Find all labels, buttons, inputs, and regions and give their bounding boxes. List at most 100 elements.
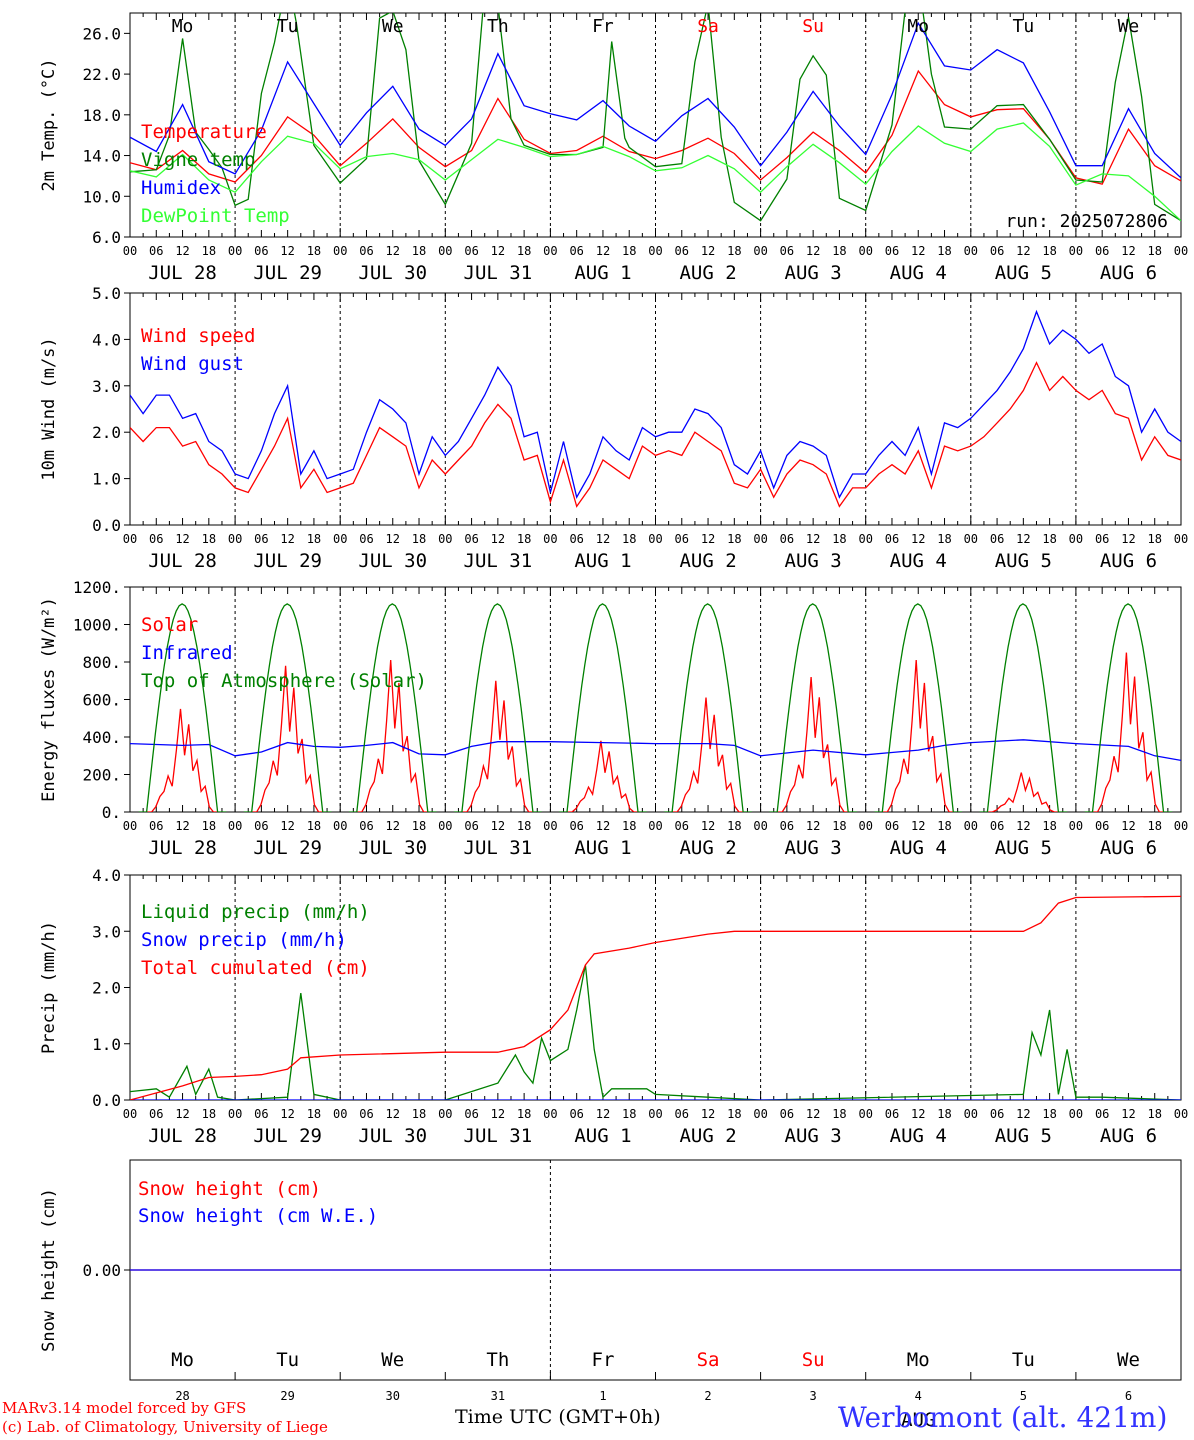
hour-tick-label: 18: [937, 532, 951, 546]
panel-2: 00 06 12 18 JUL 28 00 06 12 18 JUL 29 00 06 12 18 JUL …: [39, 284, 1188, 572]
hour-tick-label: 00: [648, 819, 662, 833]
date-label: AUG 5: [995, 837, 1052, 859]
hour-tick-label: 12: [491, 244, 505, 258]
y-tick-label: 600.: [82, 691, 121, 710]
series-solar: [883, 660, 954, 812]
hour-tick-label: 18: [622, 1107, 636, 1121]
hour-tick-label: 12: [911, 1107, 925, 1121]
hour-tick-label: 00: [543, 244, 557, 258]
y-tick-label: 4.0: [92, 330, 121, 349]
hour-tick-label: 00: [858, 532, 872, 546]
weekday-label: Tu: [1012, 1349, 1035, 1371]
date-label: JUL 29: [253, 1125, 322, 1147]
series-solar: [778, 676, 849, 812]
model-credit: MARv3.14 model forced by GFS: [2, 1399, 247, 1417]
hour-tick-label: 06: [464, 819, 478, 833]
y-tick-label: 14.0: [82, 147, 121, 166]
y-tick-label: 5.0: [92, 284, 121, 303]
hour-tick-label: 06: [675, 532, 689, 546]
date-label: JUL 28: [148, 550, 217, 572]
series-top-of-atmosphere-solar: [769, 603, 857, 812]
hour-tick-label: 00: [123, 244, 137, 258]
date-label: JUL 31: [464, 262, 533, 284]
hour-tick-label: 06: [359, 532, 373, 546]
series-solar: [988, 772, 1059, 812]
legend-entry: Total cumulated (cm): [141, 957, 370, 979]
date-label: JUL 30: [358, 837, 427, 859]
weekday-label: Fr: [592, 16, 614, 37]
legend-entry: Snow precip (mm/h): [141, 929, 347, 951]
day-of-month-label: 1: [599, 1389, 606, 1403]
series-top-of-atmosphere-solar: [559, 603, 647, 812]
hour-tick-label: 06: [1095, 244, 1109, 258]
series-solar: [567, 740, 638, 812]
y-tick-label: 2.0: [92, 979, 121, 998]
date-label: JUL 31: [464, 550, 533, 572]
series-total-cumulated-cm: [130, 895, 1181, 1100]
panel-5: Mo 28 Tu 29 We 30 Th 31 Fr 1 Sa 2 Su 3 Mo 4 Tu 5 We 6 AUG 0.0…: [39, 1159, 1182, 1431]
date-label: AUG 6: [1100, 262, 1157, 284]
day-of-month-label: 3: [810, 1389, 817, 1403]
hour-tick-label: 12: [806, 1107, 820, 1121]
hour-tick-label: 00: [1069, 1107, 1083, 1121]
hour-tick-label: 00: [543, 532, 557, 546]
date-label: AUG 2: [679, 262, 736, 284]
series-top-of-atmosphere-solar: [979, 603, 1068, 812]
weekday-label: We: [1117, 1349, 1140, 1371]
hour-tick-label: 00: [1174, 1107, 1188, 1121]
series-top-of-atmosphere-solar: [349, 603, 437, 812]
y-tick-label: 800.: [82, 653, 121, 672]
legend-entry: Liquid precip (mm/h): [141, 901, 370, 923]
hour-tick-label: 06: [675, 244, 689, 258]
hour-tick-label: 06: [254, 819, 268, 833]
legend-entry: Top of Atmosphere (Solar): [141, 670, 427, 692]
date-label: AUG 3: [785, 262, 842, 284]
weekday-label: Tu: [277, 16, 299, 37]
hour-tick-label: 00: [333, 244, 347, 258]
station-title: Werbomont (alt. 421m): [838, 1401, 1168, 1434]
hour-tick-label: 18: [1147, 244, 1161, 258]
hour-tick-label: 06: [885, 819, 899, 833]
hour-tick-label: 18: [412, 244, 426, 258]
date-label: AUG 1: [574, 1125, 631, 1147]
weekday-label: We: [382, 16, 404, 37]
hour-tick-label: 12: [596, 532, 610, 546]
time-axis-label: Time UTC (GMT+0h): [455, 1406, 661, 1428]
hour-tick-label: 06: [464, 1107, 478, 1121]
hour-tick-label: 00: [648, 532, 662, 546]
hour-tick-label: 12: [701, 1107, 715, 1121]
hour-tick-label: 18: [622, 532, 636, 546]
weekday-label: Tu: [276, 1349, 299, 1371]
legend-entry: Infrared: [141, 642, 233, 664]
hour-tick-label: 00: [333, 532, 347, 546]
series-solar: [357, 660, 428, 812]
date-label: JUL 30: [358, 262, 427, 284]
date-label: AUG 1: [574, 262, 631, 284]
hour-tick-label: 18: [937, 244, 951, 258]
hour-tick-label: 12: [701, 532, 715, 546]
hour-tick-label: 12: [1121, 819, 1135, 833]
date-label: JUL 31: [464, 1125, 533, 1147]
day-of-month-label: 4: [915, 1389, 922, 1403]
series-top-of-atmosphere-solar: [243, 603, 332, 812]
weekday-label: Mo: [907, 1349, 930, 1371]
hour-tick-label: 00: [123, 532, 137, 546]
series-vigne-temp: [130, 13, 1181, 222]
y-tick-label: 200.: [82, 766, 121, 785]
legend-entry: Wind speed: [141, 325, 255, 347]
date-label: JUL 28: [148, 1125, 217, 1147]
series-top-of-atmosphere-solar: [138, 603, 227, 812]
date-label: AUG 1: [574, 550, 631, 572]
hour-tick-label: 00: [438, 532, 452, 546]
hour-tick-label: 00: [228, 819, 242, 833]
date-label: AUG 4: [890, 262, 947, 284]
series-top-of-atmosphere-solar: [454, 603, 542, 812]
hour-tick-label: 18: [937, 1107, 951, 1121]
y-tick-label: 2.0: [92, 423, 121, 442]
y-tick-label: 0.0: [92, 516, 121, 535]
hour-tick-label: 18: [202, 532, 216, 546]
hour-tick-label: 12: [806, 532, 820, 546]
y-tick-label: 1000.: [73, 616, 121, 635]
date-label: AUG 4: [890, 837, 947, 859]
